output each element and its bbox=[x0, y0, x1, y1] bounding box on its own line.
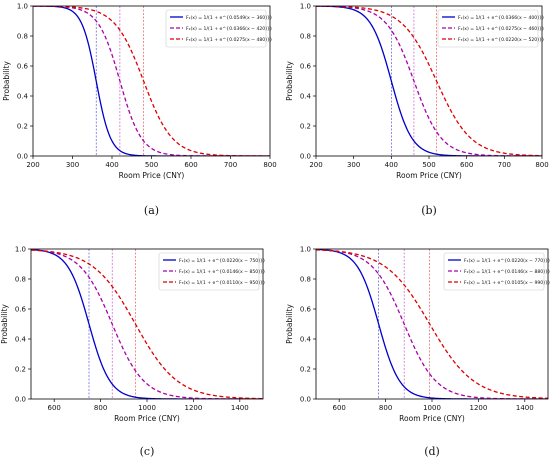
panel-caption: (d) bbox=[424, 445, 440, 458]
legend-entry: F₂(x) = 1/(1 + e^{0.0366(x − 420)}) bbox=[186, 26, 272, 32]
series-line bbox=[33, 6, 270, 156]
y-tick-label: 0.2 bbox=[17, 123, 28, 131]
x-tick-label: 1400 bbox=[516, 404, 534, 412]
y-tick-label: 0.6 bbox=[15, 306, 27, 314]
legend-entry: F₁(x) = 1/(1 + e^{0.0366(x − 400)}) bbox=[458, 15, 544, 21]
x-tick-label: 400 bbox=[385, 161, 398, 169]
chart-panel: 200 300 400 500 600 700 800 0.0 0.2 0.4 0.6 0.8 1.0 R… bbox=[285, 3, 549, 218]
y-tick-label: 1.0 bbox=[300, 246, 311, 254]
y-tick-label: 0.0 bbox=[300, 396, 311, 404]
panel-caption: (b) bbox=[421, 204, 437, 217]
y-tick-label: 0.0 bbox=[300, 153, 311, 161]
x-tick-label: 1200 bbox=[469, 404, 487, 412]
y-tick-label: 0.8 bbox=[300, 276, 311, 284]
panel-caption: (a) bbox=[144, 204, 159, 217]
y-axis-label: Probability bbox=[0, 304, 9, 344]
x-tick-label: 600 bbox=[333, 404, 346, 412]
y-axis-label: Probability bbox=[285, 61, 294, 101]
chart-panel: 600 800 1000 1200 1400 0.0 0.2 0.4 0.6 0.8 1.0 Room… bbox=[285, 246, 550, 459]
x-tick-label: 500 bbox=[422, 161, 435, 169]
legend-entry: F₃(x) = 1/(1 + e^{0.0110(x − 950)}) bbox=[179, 280, 265, 286]
x-tick-label: 800 bbox=[94, 404, 107, 412]
x-tick-label: 800 bbox=[379, 404, 392, 412]
x-tick-label: 800 bbox=[535, 161, 548, 169]
x-axis-label: Room Price (CNY) bbox=[399, 414, 465, 423]
panel-caption: (c) bbox=[140, 445, 155, 458]
x-tick-label: 600 bbox=[48, 404, 61, 412]
legend-entry: F₁(x) = 1/(1 + e^{0.0220(x − 770)}) bbox=[464, 258, 550, 264]
chart-panel: 600 800 1000 1200 1400 0.0 0.2 0.4 0.6 0.8 1.0 Room… bbox=[0, 246, 265, 459]
x-tick-label: 300 bbox=[347, 161, 360, 169]
x-axis-label: Room Price (CNY) bbox=[114, 414, 180, 423]
legend-entry: F₃(x) = 1/(1 + e^{0.0220(x − 520)}) bbox=[458, 37, 544, 43]
y-tick-label: 0.8 bbox=[17, 33, 28, 41]
y-axis-label: Probability bbox=[2, 61, 11, 101]
y-tick-label: 0.4 bbox=[300, 93, 312, 101]
y-tick-label: 0.4 bbox=[15, 336, 27, 344]
x-tick-label: 1400 bbox=[231, 404, 249, 412]
y-tick-label: 1.0 bbox=[17, 3, 28, 11]
legend bbox=[443, 252, 545, 291]
y-tick-label: 0.6 bbox=[17, 63, 29, 71]
y-tick-label: 0.8 bbox=[15, 276, 26, 284]
y-tick-label: 0.2 bbox=[300, 123, 311, 131]
series-line bbox=[316, 249, 548, 399]
legend bbox=[158, 252, 260, 291]
x-tick-label: 600 bbox=[184, 161, 197, 169]
y-tick-label: 0.2 bbox=[300, 366, 311, 374]
x-tick-label: 1200 bbox=[184, 404, 202, 412]
legend-entry: F₁(x) = 1/(1 + e^{0.0220(x − 750)}) bbox=[179, 258, 265, 264]
y-tick-label: 0.0 bbox=[15, 396, 26, 404]
x-tick-label: 200 bbox=[26, 161, 39, 169]
x-tick-label: 1000 bbox=[138, 404, 156, 412]
series-line bbox=[31, 249, 263, 399]
x-tick-label: 400 bbox=[105, 161, 118, 169]
legend bbox=[437, 9, 539, 48]
legend-entry: F₃(x) = 1/(1 + e^{0.0275(x − 480)}) bbox=[186, 37, 272, 43]
x-tick-label: 600 bbox=[460, 161, 473, 169]
legend bbox=[165, 9, 267, 48]
y-tick-label: 0.4 bbox=[300, 336, 312, 344]
x-tick-label: 700 bbox=[224, 161, 237, 169]
y-tick-label: 0.0 bbox=[17, 153, 28, 161]
x-tick-label: 500 bbox=[145, 161, 158, 169]
legend-entry: F₃(x) = 1/(1 + e^{0.0105(x − 990)}) bbox=[464, 280, 550, 286]
x-axis-label: Room Price (CNY) bbox=[396, 171, 462, 180]
x-tick-label: 800 bbox=[263, 161, 276, 169]
series-line bbox=[31, 249, 263, 399]
x-axis-label: Room Price (CNY) bbox=[119, 171, 185, 180]
y-axis-label: Probability bbox=[285, 304, 294, 344]
y-tick-label: 1.0 bbox=[15, 246, 26, 254]
x-tick-label: 300 bbox=[66, 161, 79, 169]
y-tick-label: 0.2 bbox=[15, 366, 26, 374]
x-tick-label: 200 bbox=[309, 161, 322, 169]
legend-entry: F₁(x) = 1/(1 + e^{0.0549(x − 360)}) bbox=[186, 15, 272, 21]
series-line bbox=[316, 6, 542, 156]
y-tick-label: 0.6 bbox=[300, 306, 312, 314]
y-tick-label: 0.4 bbox=[17, 93, 29, 101]
legend-entry: F₂(x) = 1/(1 + e^{0.0146(x − 850)}) bbox=[179, 269, 265, 275]
y-tick-label: 0.8 bbox=[300, 33, 311, 41]
series-line bbox=[316, 6, 542, 156]
legend-entry: F₂(x) = 1/(1 + e^{0.0146(x − 880)}) bbox=[464, 269, 550, 275]
x-tick-label: 700 bbox=[498, 161, 511, 169]
y-tick-label: 1.0 bbox=[300, 3, 311, 11]
series-line bbox=[316, 249, 548, 399]
chart-panel: 200 300 400 500 600 700 800 0.0 0.2 0.4 0.6 0.8 1.0 R… bbox=[2, 3, 277, 218]
legend-entry: F₂(x) = 1/(1 + e^{0.0275(x − 460)}) bbox=[458, 26, 544, 32]
y-tick-label: 0.6 bbox=[300, 63, 312, 71]
x-tick-label: 1000 bbox=[423, 404, 441, 412]
